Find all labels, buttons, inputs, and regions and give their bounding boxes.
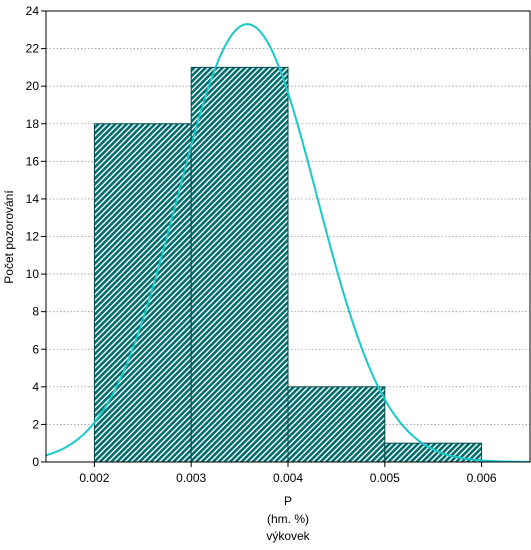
normal-curve: [46, 23, 530, 462]
y-tick-label: 0: [32, 455, 39, 469]
histogram-bar: [93, 123, 192, 463]
y-tick-label: 10: [26, 267, 40, 281]
x-tick-label: 0.006: [467, 471, 497, 485]
x-axis-label-line-2: (hm. %): [267, 512, 309, 526]
histogram-bar: [287, 386, 386, 463]
x-axis: 0.002 0.003 0.004 0.005 0.006: [79, 462, 497, 485]
y-tick-label: 2: [32, 417, 39, 431]
y-tick-label: 18: [26, 117, 40, 131]
x-tick-label: 0.003: [176, 471, 206, 485]
histogram-bar: [190, 66, 289, 463]
x-axis-label-line-3: výkovek: [266, 529, 310, 543]
x-tick-label: 0.005: [370, 471, 400, 485]
y-axis-label: Počet pozorování: [2, 190, 16, 284]
y-tick-label: 8: [32, 305, 39, 319]
y-tick-label: 12: [26, 230, 40, 244]
y-tick-label: 24: [26, 4, 40, 18]
y-tick-label: 22: [26, 42, 40, 56]
y-tick-label: 16: [26, 154, 40, 168]
x-tick-label: 0.004: [273, 471, 303, 485]
y-tick-label: 6: [32, 342, 39, 356]
y-tick-label: 14: [26, 192, 40, 206]
normal-curve-layer: [46, 23, 530, 462]
x-tick-label: 0.002: [79, 471, 109, 485]
histogram-bars: [93, 66, 483, 463]
y-tick-label: 20: [26, 79, 40, 93]
y-tick-label: 4: [32, 380, 39, 394]
x-axis-label-line-1: P: [284, 494, 292, 508]
